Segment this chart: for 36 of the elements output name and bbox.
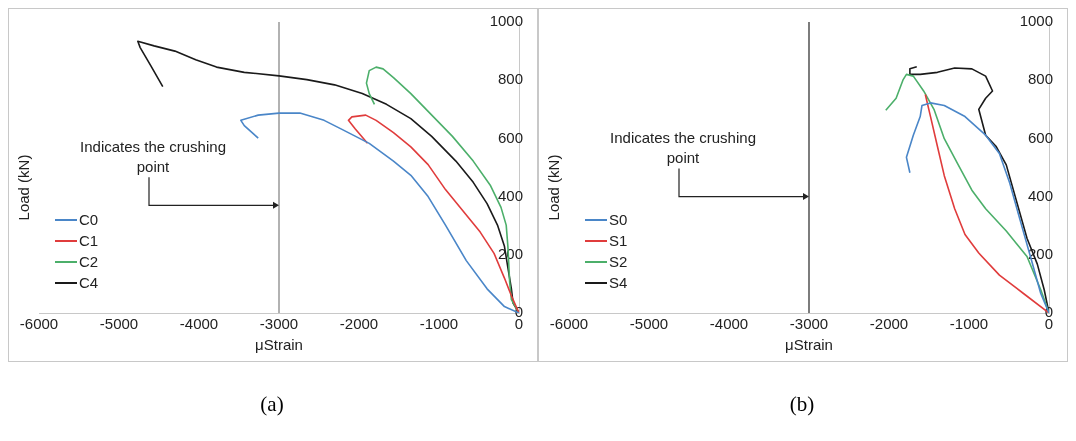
annotation: Indicates the crushing point [80, 137, 226, 175]
x-axis-title: μStrain [255, 336, 303, 354]
legend-label: S0 [609, 210, 628, 230]
annotation: Indicates the crushing point [610, 129, 756, 167]
y-tick-label: 1000 [1019, 12, 1053, 30]
text: (a) [259, 392, 285, 417]
x-tick-label: -4000 [709, 315, 749, 333]
x-tick-label: -3000 [259, 315, 299, 333]
y-tick-label: 600 [1027, 128, 1053, 146]
legend-label: S4 [609, 273, 628, 293]
y-tick-label: 1000 [489, 12, 523, 30]
x-tick-label: -6000 [549, 315, 589, 333]
legend-label: C1 [79, 231, 99, 251]
x-tick-label: -3000 [789, 315, 829, 333]
legend-label: C2 [79, 252, 99, 272]
legend-label: C0 [79, 210, 99, 230]
x-tick-label: -1000 [419, 315, 459, 333]
x-axis-title: μStrain [785, 336, 833, 354]
x-tick-label: -6000 [19, 315, 59, 333]
x-tick-label: -4000 [179, 315, 219, 333]
x-tick-label: -2000 [339, 315, 379, 333]
y-tick-label: 400 [1027, 186, 1053, 204]
x-tick-label: -2000 [869, 315, 909, 333]
y-tick-label: 600 [497, 128, 523, 146]
x-tick-label: -5000 [99, 315, 139, 333]
y-axis-title: Load (kN) [15, 154, 33, 221]
y-tick-label: 800 [1027, 70, 1053, 88]
y-axis-title: Load (kN) [545, 154, 563, 221]
x-tick-label: -5000 [629, 315, 669, 333]
text: (b) [788, 392, 816, 417]
x-tick-label: -1000 [949, 315, 989, 333]
legend-label: S1 [609, 231, 628, 251]
legend-label: S2 [609, 252, 628, 272]
y-tick-label: 800 [497, 70, 523, 88]
legend-label: C4 [79, 273, 99, 293]
y-tick-label: 400 [497, 186, 523, 204]
